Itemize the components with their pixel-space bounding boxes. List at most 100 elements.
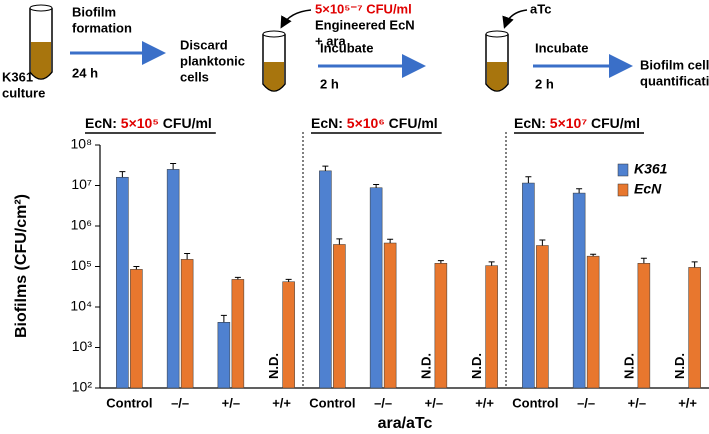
step-text: Biofilm cell: [640, 57, 709, 72]
x-tick-label: +/+: [475, 395, 494, 410]
error-bar: [437, 260, 444, 264]
step-text: cells: [180, 69, 209, 84]
panel-title-part: CFU/ml: [159, 115, 212, 131]
legend-label: K361: [634, 161, 668, 177]
bar: [369, 187, 383, 389]
error-bar: [539, 239, 546, 246]
value-label: N.D.: [266, 353, 281, 379]
step-text: Discard: [180, 37, 228, 52]
x-tick-label: Control: [512, 395, 558, 410]
y-tick-label: 10⁸: [71, 136, 93, 152]
arrow-text: 2 h: [320, 76, 339, 91]
bar: [522, 182, 535, 389]
step-text: quantification: [640, 73, 709, 88]
bar: [166, 169, 180, 389]
x-tick-label: –/–: [374, 395, 392, 410]
error-bar: [234, 276, 241, 280]
x-tick-label: +/+: [272, 395, 291, 410]
error-bar: [133, 266, 140, 270]
value-label: N.D.: [469, 353, 484, 379]
y-tick-label: 10³: [72, 338, 93, 354]
arrow-text: Incubate: [535, 40, 588, 55]
addition-text: + ara: [315, 33, 346, 48]
addition-highlight: 5×10⁵⁻⁷ CFU/ml: [315, 1, 412, 16]
error-bar: [336, 238, 343, 245]
error-bar: [220, 314, 227, 323]
error-bar: [691, 261, 698, 268]
bar: [485, 265, 498, 389]
arrow-text: 24 h: [72, 65, 98, 80]
bar: [217, 322, 231, 389]
step-text: K361: [2, 69, 33, 84]
addition-text: aTc: [530, 1, 551, 16]
error-bar: [525, 176, 532, 184]
error-bar: [322, 165, 329, 171]
legend-swatch: [617, 183, 629, 197]
panel-title-part: EcN:: [311, 115, 347, 131]
arrow: [502, 9, 528, 29]
arrow-text: Incubate: [320, 40, 373, 55]
panel-title-part: CFU/ml: [385, 115, 438, 131]
bar: [319, 170, 332, 389]
bar: [637, 263, 651, 389]
panel-title-part: 5×10⁶: [347, 115, 385, 131]
panel-title-part: 5×10⁷: [550, 115, 588, 131]
x-axis-label: ara/aTc: [378, 415, 433, 432]
x-tick-label: Control: [309, 395, 355, 410]
panel-title-part: EcN:: [85, 115, 121, 131]
error-bar: [640, 257, 647, 264]
y-tick-label: 10⁷: [71, 176, 92, 192]
y-axis-label: Biofilms (CFU/cm²): [13, 194, 30, 338]
bar: [130, 269, 143, 389]
error-bar: [170, 162, 177, 170]
panel-title-part: EcN:: [514, 115, 550, 131]
y-tick-label: 10⁶: [71, 217, 92, 233]
error-bar: [576, 188, 583, 194]
x-tick-label: +/–: [222, 395, 240, 410]
panel-title-part: 5×10⁵: [121, 115, 159, 131]
bar: [282, 281, 295, 389]
value-label: N.D.: [672, 353, 687, 379]
bar: [231, 279, 245, 389]
bar: [572, 192, 586, 389]
arrow-text: formation: [72, 20, 132, 35]
legend-label: EcN: [634, 181, 662, 197]
error-bar: [119, 171, 126, 178]
bar: [586, 255, 600, 389]
bar: [383, 242, 397, 389]
error-bar: [285, 278, 292, 282]
x-tick-label: +/–: [628, 395, 646, 410]
x-tick-label: –/–: [577, 395, 595, 410]
bar: [180, 259, 194, 389]
error-bar: [184, 252, 191, 260]
bar: [536, 245, 549, 389]
step-text: planktonic: [180, 53, 245, 68]
error-bar: [488, 261, 495, 266]
x-tick-label: –/–: [171, 395, 189, 410]
y-tick-label: 10⁴: [70, 298, 92, 314]
arrow-text: 2 h: [535, 76, 554, 91]
error-bar: [590, 253, 597, 257]
error-bar: [387, 238, 394, 244]
panel-title-part: CFU/ml: [587, 115, 640, 131]
x-tick-label: Control: [106, 395, 152, 410]
panel-title: EcN: 5×10⁶ CFU/ml: [311, 115, 438, 131]
bar: [116, 176, 129, 389]
tube: [485, 30, 509, 92]
x-tick-label: +/+: [678, 395, 697, 410]
bar: [688, 267, 701, 389]
value-label: N.D.: [621, 353, 636, 379]
y-tick-label: 10²: [72, 379, 93, 395]
bar: [434, 263, 448, 389]
panel-title: EcN: 5×10⁷ CFU/ml: [514, 115, 640, 131]
y-tick-label: 10⁵: [71, 257, 92, 273]
legend-swatch: [617, 163, 629, 177]
value-label: N.D.: [418, 353, 433, 379]
step-text: culture: [2, 85, 45, 100]
bar: [333, 244, 346, 389]
arrow: [280, 9, 312, 29]
panel-title: EcN: 5×10⁵ CFU/ml: [85, 115, 212, 131]
tube: [262, 30, 286, 92]
